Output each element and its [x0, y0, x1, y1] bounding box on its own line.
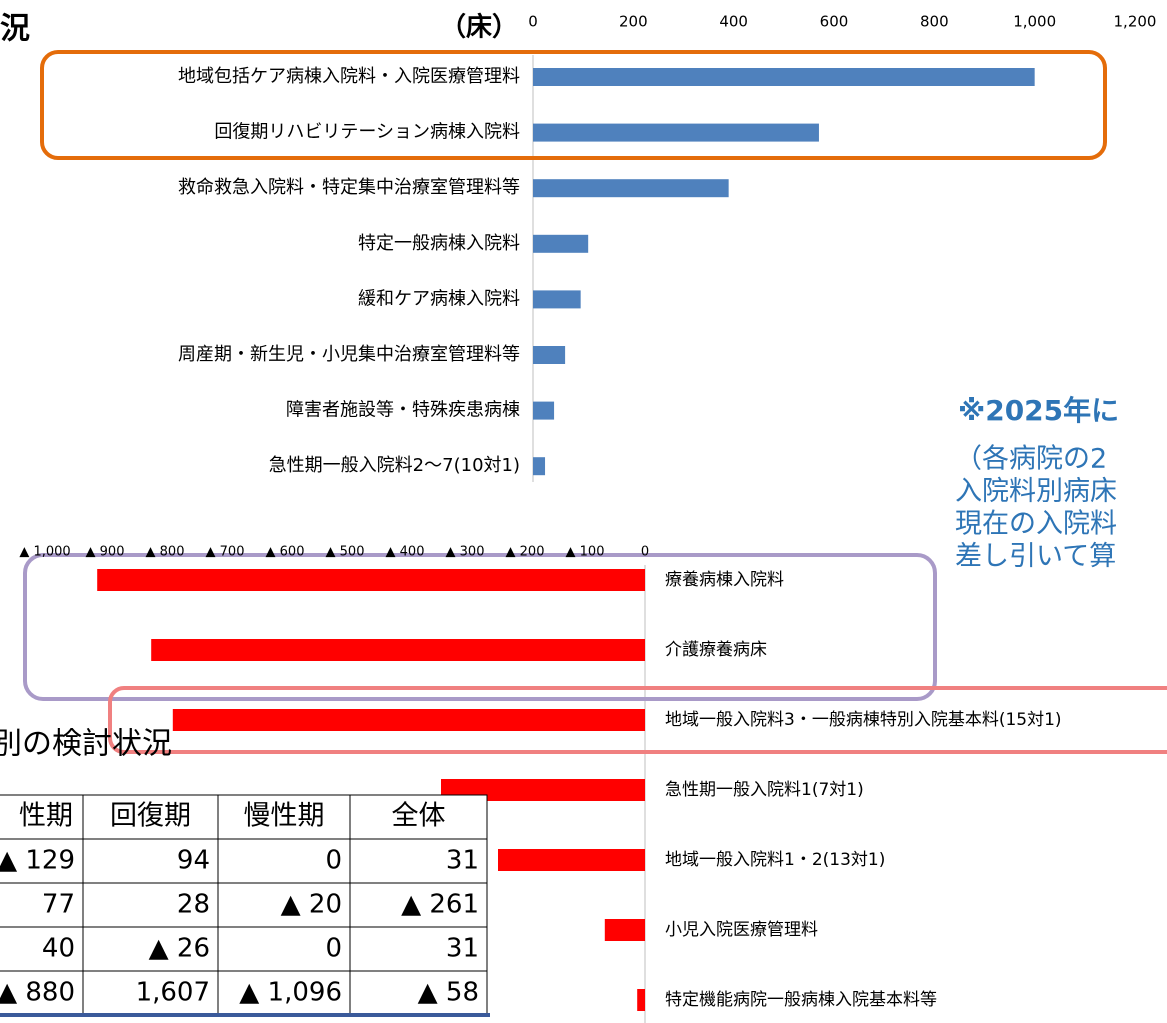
note-title: ※2025年に: [958, 394, 1119, 427]
category-label: 介護療養病床: [665, 640, 767, 660]
table-cell: 28: [177, 890, 210, 920]
category-label: 特定一般病棟入院料: [358, 233, 520, 254]
category-label: 周産期・新生児・小児集中治療室管理料等: [178, 344, 520, 365]
highlight-box: [40, 50, 1107, 160]
table-cell: ▲ 1,096: [239, 978, 342, 1008]
bar: [533, 346, 566, 364]
table-header: 全体: [392, 801, 446, 832]
table-cell: 0: [325, 934, 342, 964]
table-cell: ▲ 20: [281, 890, 342, 920]
category-label: 地域包括ケア病棟入院料・入院医療管理料: [178, 66, 520, 87]
x-tick-label: ▲ 300: [446, 545, 485, 560]
table-cell: 40: [42, 934, 75, 964]
x-tick-label: ▲ 100: [566, 545, 605, 560]
table-cell: 1,607: [136, 978, 210, 1008]
x-tick-label: 600: [820, 13, 849, 31]
unit-label: （床）: [440, 12, 518, 43]
category-label: 地域一般入院料3・一般病棟特別入院基本料(15対1): [665, 710, 1062, 730]
x-tick-label: 1,000: [1013, 13, 1056, 31]
category-label: 特定機能病院一般病棟入院基本料等: [665, 990, 937, 1010]
bar: [533, 234, 589, 253]
table-cell: 0: [325, 846, 342, 876]
bar: [604, 919, 645, 941]
note-line: 現在の入院料: [955, 509, 1117, 540]
bar: [172, 709, 646, 731]
x-tick-label: ▲ 200: [506, 545, 545, 560]
x-tick-label: 0: [641, 545, 649, 560]
note-line: 入院料別病床: [955, 476, 1117, 507]
x-tick-label: ▲ 400: [386, 545, 425, 560]
table-cell: 94: [177, 846, 210, 876]
table-cell: ▲ 880: [0, 978, 75, 1008]
bar: [533, 179, 729, 198]
category-label: 緩和ケア病棟入院料: [358, 288, 520, 309]
x-tick-label: ▲ 900: [86, 545, 125, 560]
table-title: 別の検討状況: [0, 727, 172, 762]
table-cell: 77: [42, 890, 75, 920]
x-tick-label: 400: [719, 13, 748, 31]
table-cell: ▲ 58: [418, 978, 479, 1008]
bar: [637, 989, 645, 1011]
table-cell: 31: [446, 846, 479, 876]
table-cell: ▲ 129: [0, 846, 75, 876]
x-tick-label: ▲ 500: [326, 545, 365, 560]
bar: [441, 779, 645, 801]
slide-title: 況: [0, 12, 30, 47]
table-header: 回復期: [110, 801, 191, 832]
category-label: 回復期リハビリテーション病棟入院料: [214, 122, 520, 143]
bar: [533, 123, 819, 142]
category-label: 救命救急入院料・特定集中治療室管理料等: [178, 177, 520, 198]
x-tick-label: 1,200: [1114, 13, 1157, 31]
x-tick-label: 200: [619, 13, 648, 31]
x-tick-label: ▲ 1,000: [19, 545, 70, 560]
category-label: 小児入院医療管理料: [665, 920, 818, 940]
table-header: 慢性期: [244, 801, 325, 832]
x-tick-label: ▲ 700: [206, 545, 245, 560]
bar: [533, 457, 546, 476]
bar: [97, 569, 645, 591]
category-label: 療養病棟入院料: [665, 570, 784, 590]
table-header: 性期: [19, 801, 73, 832]
highlight-box: [23, 553, 937, 701]
note-line: （各病院の2: [955, 444, 1107, 475]
table-cell: ▲ 26: [149, 934, 210, 964]
bar: [533, 68, 1035, 86]
note-line: 差し引いて算: [955, 541, 1116, 572]
bar: [533, 401, 555, 420]
highlight-box: [108, 686, 1167, 754]
category-label: 障害者施設等・特殊疾患病棟: [286, 400, 520, 421]
x-tick-label: 800: [920, 13, 949, 31]
x-tick-label: ▲ 600: [266, 545, 305, 560]
category-label: 地域一般入院料1・2(13対1): [665, 850, 885, 870]
x-tick-label: 0: [528, 13, 538, 31]
category-label: 急性期一般入院料1(7対1): [665, 780, 864, 800]
x-tick-label: ▲ 800: [146, 545, 185, 560]
table-cell: ▲ 261: [401, 890, 479, 920]
category-label: 急性期一般入院料2～7(10対1): [269, 455, 520, 476]
table-cell: 31: [446, 934, 479, 964]
bar: [498, 849, 645, 871]
bar: [533, 290, 581, 309]
bar: [151, 639, 645, 661]
